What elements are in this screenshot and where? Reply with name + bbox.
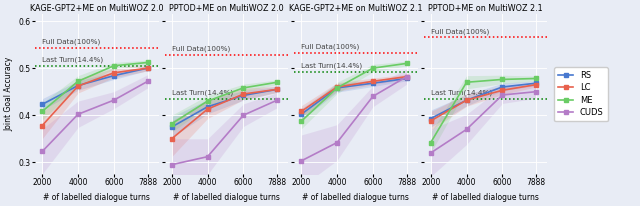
Text: Last Turn(14.4%): Last Turn(14.4%) [42, 57, 103, 63]
Text: Last Turn(14.4%): Last Turn(14.4%) [301, 63, 362, 69]
X-axis label: # of labelled dialogue turns: # of labelled dialogue turns [432, 193, 539, 202]
Text: Full Data(100%): Full Data(100%) [431, 28, 489, 35]
Text: Full Data(100%): Full Data(100%) [301, 44, 360, 50]
Text: Full Data(100%): Full Data(100%) [172, 46, 230, 52]
Text: Full Data(100%): Full Data(100%) [42, 39, 100, 45]
X-axis label: # of labelled dialogue turns: # of labelled dialogue turns [173, 193, 280, 202]
X-axis label: # of labelled dialogue turns: # of labelled dialogue turns [44, 193, 150, 202]
Title: KAGE-GPT2+ME on MultiWOZ 2.1: KAGE-GPT2+ME on MultiWOZ 2.1 [289, 4, 422, 13]
Text: Last Turn(14.4%): Last Turn(14.4%) [172, 89, 233, 96]
Legend: RS, LC, ME, CUDS: RS, LC, ME, CUDS [554, 67, 607, 121]
Title: PPTOD+ME on MultiWOZ 2.0: PPTOD+ME on MultiWOZ 2.0 [169, 4, 284, 13]
Text: Last Turn(14.4%): Last Turn(14.4%) [431, 89, 492, 96]
X-axis label: # of labelled dialogue turns: # of labelled dialogue turns [303, 193, 410, 202]
Title: PPTOD+ME on MultiWOZ 2.1: PPTOD+ME on MultiWOZ 2.1 [428, 4, 543, 13]
Title: KAGE-GPT2+ME on MultiWOZ 2.0: KAGE-GPT2+ME on MultiWOZ 2.0 [30, 4, 164, 13]
Y-axis label: Joint Goal Accuracy: Joint Goal Accuracy [4, 57, 13, 131]
